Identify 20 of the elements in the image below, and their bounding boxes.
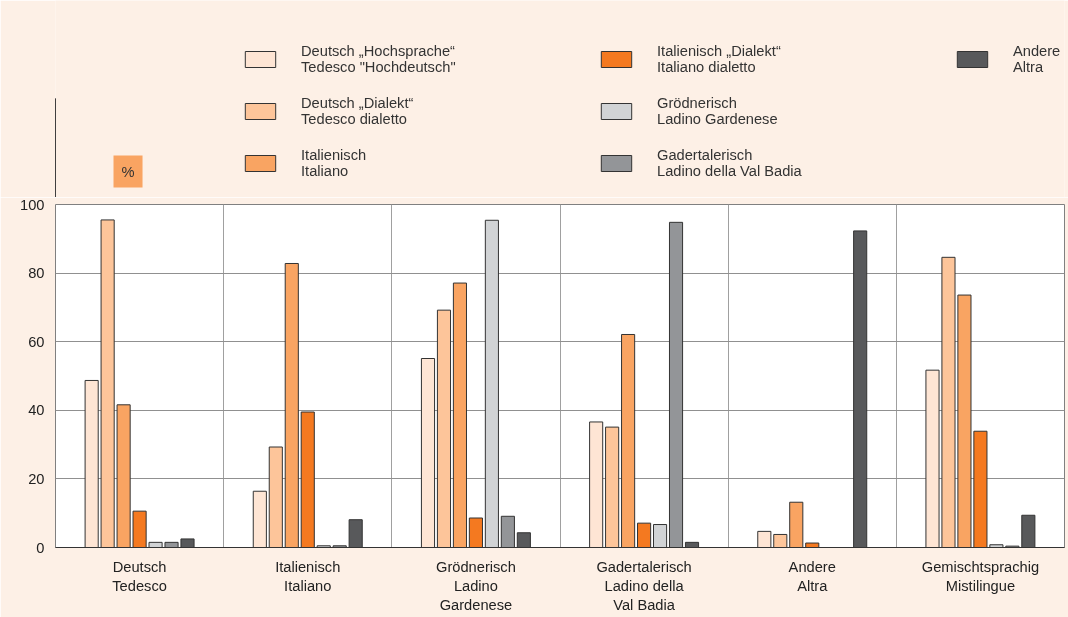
x-tick-label: Gadertalerisch Ladino della Val Badia — [596, 558, 692, 613]
y-tick-label: 0 — [36, 539, 45, 556]
legend-label: Deutsch „Dialekt“ Tedesco dialetto — [301, 95, 415, 127]
legend-label: Italienisch Italiano — [301, 147, 368, 179]
y-tick-label: 20 — [28, 470, 45, 487]
legend-label: Andere Altra — [1013, 43, 1062, 75]
x-tick-label: Deutsch Tedesco — [112, 558, 167, 594]
x-tick-label: Grödnerisch Ladino Gardenese — [436, 558, 516, 613]
y-tick-label: 100 — [20, 196, 45, 213]
legend-label: Grödnerisch Ladino Gardenese — [657, 95, 779, 127]
x-tick-label: Gemischtsprachig Mistilingue — [921, 558, 1040, 594]
x-tick-label: Italienisch Italiano — [275, 558, 341, 594]
y-tick-label: 60 — [28, 333, 45, 350]
y-tick-label: 80 — [28, 265, 45, 282]
x-tick-label: Andere Altra — [788, 558, 836, 594]
y-axis-title: % — [121, 163, 135, 180]
y-tick-label: 40 — [28, 402, 45, 419]
legend-label: Gadertalerisch Ladino della Val Badia — [657, 147, 803, 179]
legend-label: Italienisch „Dialekt“ Italiano dialetto — [657, 43, 782, 75]
legend-label: Deutsch „Hochsprache“ Tedesco "Hochdeutsch" — [301, 43, 457, 75]
